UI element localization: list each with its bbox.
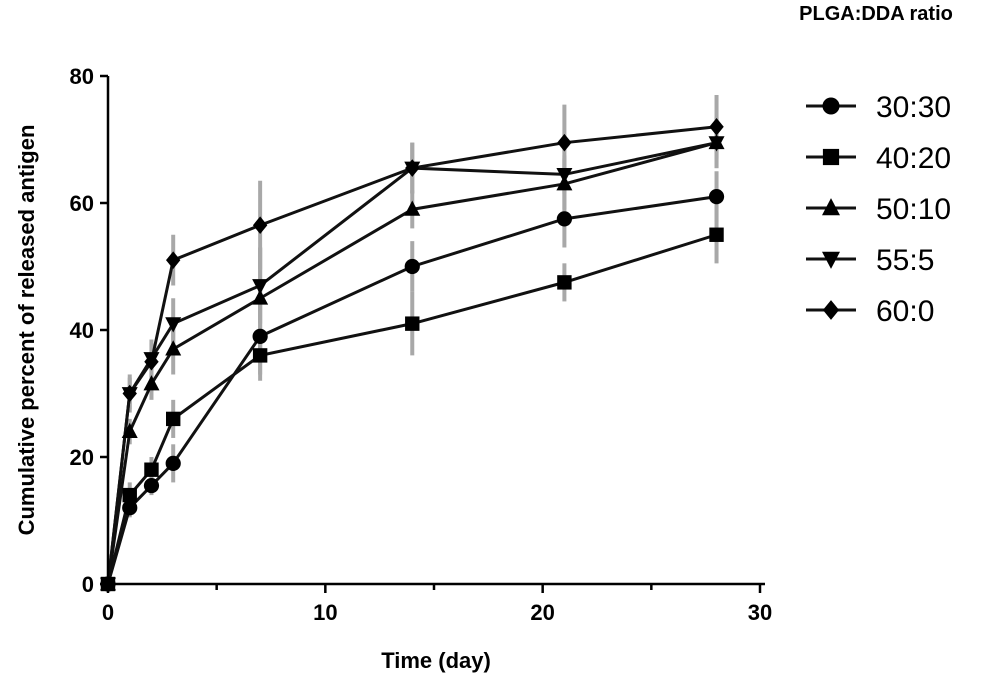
y-tick-label: 40 bbox=[70, 318, 94, 343]
legend-marker-55-5 bbox=[822, 251, 840, 269]
data-point-50-10 bbox=[404, 200, 421, 216]
data-point-40-20 bbox=[122, 487, 137, 503]
legend-marker-30-30 bbox=[822, 97, 840, 115]
data-point-40-20 bbox=[252, 348, 268, 363]
data-point-55-5 bbox=[252, 279, 269, 295]
data-point-55-5 bbox=[708, 136, 725, 152]
x-tick-label: 30 bbox=[748, 600, 772, 625]
data-point-40-20 bbox=[144, 462, 159, 477]
x-tick-label: 20 bbox=[530, 600, 554, 625]
legend-label-60-0: 60:0 bbox=[876, 295, 934, 328]
x-axis-ticks: 0 10 20 30 bbox=[102, 584, 772, 625]
data-point-40-20 bbox=[166, 411, 181, 427]
y-tick-label: 0 bbox=[82, 572, 94, 597]
data-point-30-30 bbox=[404, 258, 420, 275]
x-axis-title: Time (day) bbox=[381, 648, 491, 673]
data-point-60-0 bbox=[122, 384, 137, 403]
data-point-30-30 bbox=[556, 211, 573, 227]
data-point-50-10 bbox=[252, 289, 269, 305]
legend-marker-40-20 bbox=[822, 148, 840, 166]
legend-title: PLGA:DDA ratio bbox=[799, 3, 953, 25]
y-axis-title: Cumulative percent of released antigen bbox=[14, 125, 39, 536]
y-tick-label: 20 bbox=[70, 445, 94, 470]
data-point-60-0 bbox=[144, 352, 159, 371]
data-point-50-10 bbox=[143, 375, 160, 391]
data-point-50-10 bbox=[121, 422, 138, 438]
data-point-55-5 bbox=[556, 168, 573, 184]
data-point-30-30 bbox=[122, 500, 138, 516]
data-point-40-20 bbox=[557, 275, 572, 290]
data-point-60-0 bbox=[709, 118, 724, 136]
legend-marker-60-0 bbox=[822, 300, 840, 320]
y-tick-label: 80 bbox=[70, 64, 94, 89]
legend-label-55-5: 55:5 bbox=[876, 244, 934, 277]
data-point-60-0 bbox=[166, 251, 181, 269]
data-point-50-10 bbox=[165, 340, 182, 356]
data-point-30-30 bbox=[708, 189, 725, 205]
x-tick-label: 0 bbox=[102, 600, 114, 625]
data-point-40-20 bbox=[405, 316, 420, 331]
legend-marker-50-10 bbox=[822, 198, 840, 216]
data-point-60-0 bbox=[252, 216, 268, 235]
legend-label-50-10: 50:10 bbox=[876, 193, 951, 226]
y-tick-label: 60 bbox=[70, 191, 94, 216]
series-line-50-10 bbox=[106, 141, 717, 585]
data-point-60-0 bbox=[557, 133, 572, 152]
legend: 30:30 40:20 50:10 55:5 60:0 bbox=[806, 91, 951, 328]
legend-label-30-30: 30:30 bbox=[876, 91, 951, 124]
y-axis-ticks: 0 20 40 60 80 bbox=[70, 64, 108, 597]
data-point-30-30 bbox=[165, 455, 181, 471]
error-bars bbox=[127, 95, 719, 518]
data-point-30-30 bbox=[252, 328, 268, 344]
data-point-60-0 bbox=[405, 159, 420, 177]
series-markers bbox=[100, 118, 725, 593]
x-tick-label: 10 bbox=[313, 600, 337, 625]
data-point-55-5 bbox=[165, 317, 182, 333]
data-point-30-30 bbox=[143, 477, 160, 494]
legend-label-40-20: 40:20 bbox=[876, 142, 951, 175]
data-point-40-20 bbox=[709, 227, 724, 242]
